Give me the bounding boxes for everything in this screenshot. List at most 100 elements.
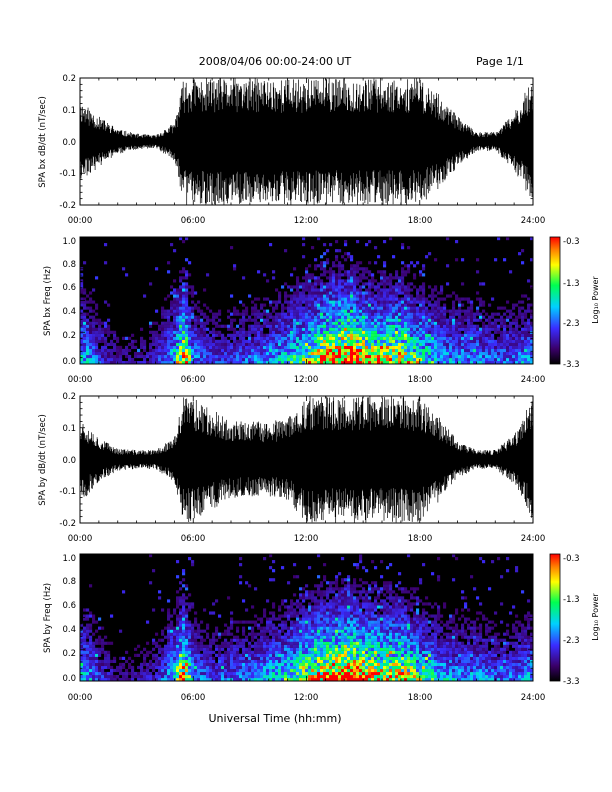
spectrogram-cell xyxy=(176,312,180,316)
spectrogram-cell xyxy=(188,641,192,645)
spectrogram-cell xyxy=(341,282,345,286)
spectrogram-cell xyxy=(179,623,183,627)
spectrogram-cell xyxy=(308,309,312,313)
spectrogram-cell xyxy=(422,354,426,359)
spectrogram-cell xyxy=(284,306,288,310)
spectrogram-cell xyxy=(323,611,327,615)
spectrogram-cell xyxy=(521,315,525,319)
spectrogram-cell xyxy=(239,342,243,346)
spectrogram-cell xyxy=(365,294,369,298)
spectrogram-cell xyxy=(119,656,123,660)
spectrogram-cell xyxy=(482,309,486,313)
spectrogram-cell xyxy=(329,656,333,660)
spectrogram-cell xyxy=(431,339,435,343)
spectrogram-cell xyxy=(314,318,318,322)
spectrogram-cell xyxy=(407,303,411,307)
spectrogram-cell xyxy=(101,339,105,343)
spectrogram-cell xyxy=(272,629,276,633)
spectrogram-cell xyxy=(260,668,264,673)
spectrogram-cell xyxy=(512,348,516,353)
spectrogram-cell xyxy=(356,264,360,268)
spectrogram-cell xyxy=(113,360,117,365)
spectrogram-cell xyxy=(83,288,87,292)
spectrogram-cell xyxy=(440,291,444,295)
spectrogram-cell xyxy=(296,333,300,337)
spectrogram-cell xyxy=(515,333,519,337)
spectrogram-cell xyxy=(293,339,297,343)
spectrogram-cell xyxy=(356,339,360,343)
spectrogram-cell xyxy=(197,650,201,654)
spectrogram-cell xyxy=(362,267,366,271)
spectrogram-cell xyxy=(158,662,162,667)
spectrogram-cell xyxy=(176,318,180,322)
spectrogram-cell xyxy=(338,677,342,682)
spectrogram-cell xyxy=(347,255,351,259)
spectrogram-cell xyxy=(299,312,303,316)
spectrogram-cell xyxy=(332,590,336,594)
spectrogram-cell xyxy=(230,665,234,670)
spectrogram-cell xyxy=(233,668,237,673)
spectrogram-cell xyxy=(206,342,210,346)
spectrogram-cell xyxy=(269,324,273,328)
spectrogram-cell xyxy=(176,596,180,600)
spectrogram-cell xyxy=(494,348,498,353)
spectrogram-cell xyxy=(293,659,297,663)
spectrogram-cell xyxy=(242,330,246,334)
spectrogram-cell xyxy=(356,357,360,362)
spectrogram-cell xyxy=(95,668,99,673)
spectrogram-cell xyxy=(200,668,204,673)
spectrogram-cell xyxy=(209,357,213,362)
spectrogram-cell xyxy=(227,653,231,657)
spectrogram-cell xyxy=(86,351,90,356)
spectrogram-cell xyxy=(323,599,327,603)
spectrogram-cell xyxy=(128,656,132,660)
spectrogram-cell xyxy=(182,656,186,660)
spectrogram-cell xyxy=(368,348,372,353)
spectrogram-cell xyxy=(392,306,396,310)
spectrogram-cell xyxy=(83,306,87,310)
spectrogram-cell xyxy=(278,294,282,298)
spectrogram-cell xyxy=(251,330,255,334)
spectrogram-cell xyxy=(359,342,363,346)
spectrogram-cell xyxy=(344,342,348,346)
spectrogram-cell xyxy=(299,602,303,606)
spectrogram-cell xyxy=(272,578,276,582)
spectrogram-cell xyxy=(377,315,381,319)
spectrogram-cell xyxy=(503,333,507,337)
spectrogram-cell xyxy=(332,276,336,280)
spectrogram-cell xyxy=(188,333,192,337)
spectrogram-cell xyxy=(206,360,210,365)
spectrogram-cell xyxy=(332,279,336,283)
spectrogram-cell xyxy=(323,270,327,274)
spectrogram-cell xyxy=(302,641,306,645)
spectrogram-cell xyxy=(491,321,495,325)
spectrogram-cell xyxy=(248,330,252,334)
spectrogram-cell xyxy=(86,614,90,618)
spectrogram-cell xyxy=(167,357,171,362)
spectrogram-cell xyxy=(179,587,183,591)
spectrogram-cell xyxy=(344,354,348,359)
spectrogram-cell xyxy=(218,647,222,651)
spectrogram-cell xyxy=(92,360,96,365)
spectrogram-cell xyxy=(389,354,393,359)
spectrogram-cell xyxy=(287,653,291,657)
spectrogram-cell xyxy=(194,638,198,642)
spectrogram-cell xyxy=(284,345,288,350)
spectrogram-cell xyxy=(359,354,363,359)
spectrogram-cell xyxy=(83,360,87,365)
spectrogram-cell xyxy=(191,635,195,639)
spectrogram-cell xyxy=(341,647,345,651)
spectrogram-cell xyxy=(227,656,231,660)
spectrogram-cell xyxy=(302,662,306,667)
spectrogram-cell xyxy=(176,656,180,660)
spectrogram-cell xyxy=(278,318,282,322)
spectrogram-cell xyxy=(158,677,162,682)
spectrogram-cell xyxy=(224,674,228,679)
spectrogram-cell xyxy=(185,647,189,651)
spectrogram-cell xyxy=(365,354,369,359)
spectrogram-cell xyxy=(257,626,261,630)
spectrogram-cell xyxy=(278,327,282,331)
spectrogram-cell xyxy=(497,342,501,346)
spectrogram-cell xyxy=(302,614,306,618)
spectrogram-cell xyxy=(194,647,198,651)
